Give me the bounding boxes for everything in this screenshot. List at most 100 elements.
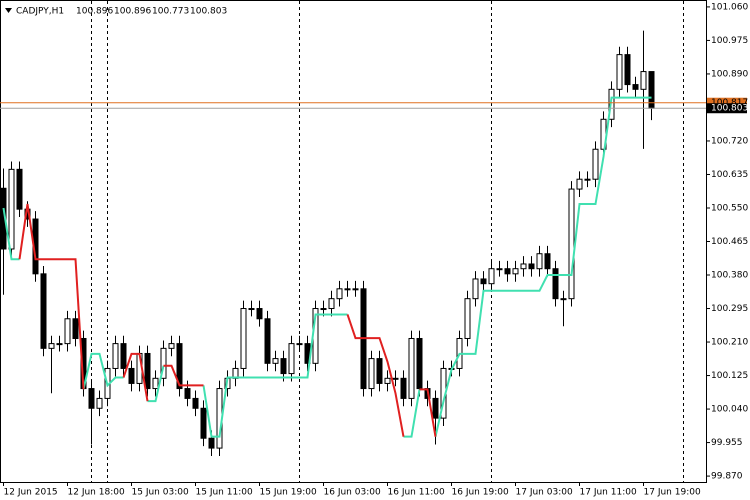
y-tick-label: 100.975: [711, 36, 748, 46]
candle-body: [416, 337, 423, 390]
candle-body: [528, 263, 535, 270]
candle-body: [120, 343, 127, 369]
price-label: 100.817: [711, 98, 748, 108]
x-tick-label: 17 Jun 03:00: [516, 488, 573, 498]
x-tick-label: 15 Jun 03:00: [132, 488, 189, 498]
candle-body: [632, 84, 639, 90]
price-label: 100.803: [711, 104, 748, 114]
x-tick-label: 16 Jun 03:00: [324, 488, 381, 498]
candle-body: [560, 298, 567, 301]
candle-body: [432, 397, 439, 419]
candle-body: [256, 308, 263, 320]
y-tick-label: 100.380: [711, 271, 748, 281]
candle-body: [248, 308, 255, 311]
candle-body: [280, 358, 287, 375]
y-tick-label: 100.040: [711, 405, 748, 415]
candle-body: [328, 298, 335, 310]
candle-body: [408, 337, 415, 399]
candle-body: [296, 343, 303, 346]
y-tick-label: 100.890: [711, 69, 748, 79]
candle-body: [368, 358, 375, 390]
candle-body: [376, 358, 383, 384]
y-tick-label: 99.955: [711, 438, 743, 448]
candle-body: [336, 288, 343, 300]
candle-body: [504, 268, 511, 275]
candle-body: [488, 268, 495, 285]
candle-body: [576, 178, 583, 190]
candle-body: [192, 397, 199, 409]
candle-body: [128, 367, 135, 384]
y-tick-label: 100.720: [711, 136, 748, 146]
price-label-box: [707, 103, 747, 114]
candle-body: [400, 377, 407, 399]
header-close: 100.803: [190, 7, 227, 17]
indicator-line: [18, 203, 437, 437]
candle-body: [184, 388, 191, 399]
candle-body: [344, 288, 351, 291]
candle-body: [272, 358, 279, 364]
y-tick-label: 100.210: [711, 338, 748, 348]
candle-body: [160, 347, 167, 379]
candle-body: [72, 318, 79, 339]
candle-body: [168, 343, 175, 349]
header-symbol: CADJPY,H1: [16, 7, 64, 17]
candle-body: [472, 278, 479, 300]
candle-body: [144, 352, 151, 390]
candle-body: [584, 178, 591, 181]
header-high: 100.896: [114, 7, 151, 17]
x-tick-label: 17 Jun 19:00: [644, 488, 701, 498]
candle-body: [152, 377, 159, 390]
candle-body: [112, 343, 119, 369]
y-tick-label: 100.635: [711, 170, 748, 180]
header-open: 100.896: [76, 7, 113, 17]
candle-body: [480, 278, 487, 285]
candle-body: [288, 343, 295, 375]
x-tick-label: 16 Jun 19:00: [452, 488, 509, 498]
candle-body: [552, 268, 559, 300]
x-tick-label: 16 Jun 11:00: [388, 488, 445, 498]
y-tick-label: 101.060: [711, 2, 748, 12]
candle-body: [464, 298, 471, 339]
candle-body: [568, 188, 575, 300]
candle-body: [392, 377, 399, 380]
y-tick-label: 100.550: [711, 203, 748, 213]
candle-body: [16, 168, 23, 210]
candle-body: [624, 54, 631, 86]
indicator-line: [2, 96, 652, 438]
symbol-menu-arrow[interactable]: [5, 8, 12, 13]
candle-body: [200, 407, 207, 439]
x-tick-label: 15 Jun 19:00: [260, 488, 317, 498]
candle-body: [64, 318, 71, 345]
header-low: 100.773: [152, 7, 189, 17]
x-tick-label: 12 Jun 18:00: [68, 488, 125, 498]
candle-body: [512, 268, 519, 275]
candle-body: [616, 54, 623, 90]
y-tick-label: 100.295: [711, 304, 748, 314]
candle-body: [264, 318, 271, 364]
x-tick-label: 12 Jun 2015: [4, 488, 58, 498]
candle-body: [88, 388, 95, 409]
period-separators: [91, 1, 684, 482]
candle-body: [536, 253, 543, 270]
candle-body: [352, 288, 359, 291]
x-tick-label: 15 Jun 11:00: [196, 488, 253, 498]
candle-body: [176, 343, 183, 390]
y-tick-label: 100.465: [711, 237, 748, 247]
candle-body: [208, 437, 215, 449]
candle-body: [56, 343, 63, 346]
candle-body: [40, 273, 47, 349]
candle-body: [384, 377, 391, 384]
candle-body: [96, 397, 103, 409]
y-tick-label: 100.125: [711, 371, 748, 381]
candle-body: [496, 268, 503, 271]
y-tick-label: 99.870: [711, 472, 743, 482]
plot-frame: [0, 0, 707, 483]
candle-body: [520, 263, 527, 270]
candle-body: [48, 343, 55, 349]
x-tick-label: 17 Jun 11:00: [580, 488, 637, 498]
candle-body: [8, 168, 15, 250]
candle-body: [544, 253, 551, 270]
candle-body: [592, 148, 599, 180]
candle-body: [640, 71, 647, 90]
